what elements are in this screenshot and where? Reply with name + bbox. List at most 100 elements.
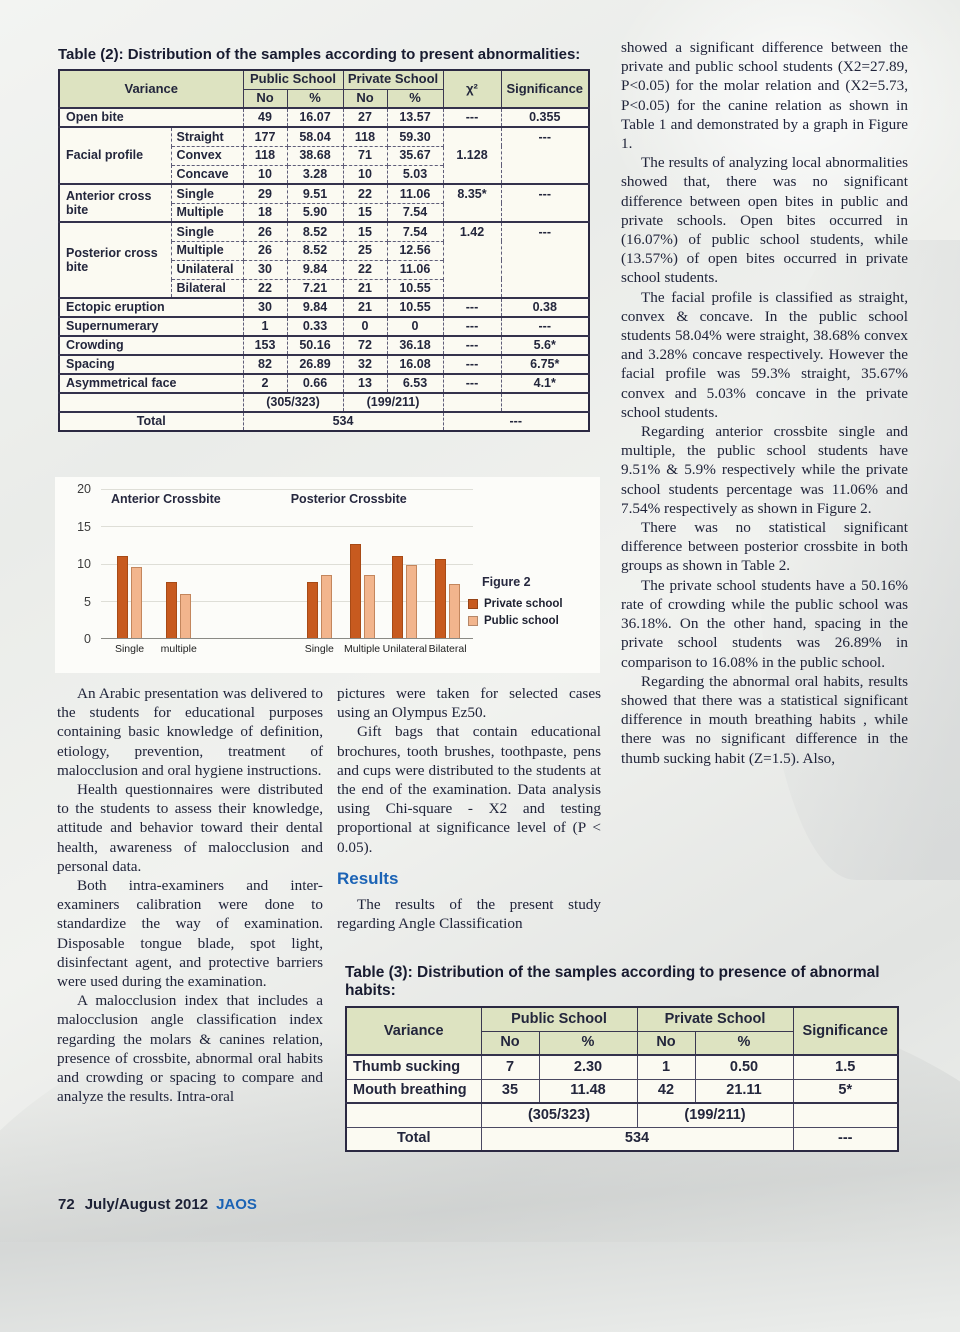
legend-item: Private school <box>468 598 592 610</box>
table-cell: 26 <box>242 221 288 242</box>
table-cell: Anterior cross bite <box>58 183 172 223</box>
table-cell: 71 <box>342 145 388 166</box>
table-cell: 0.38 <box>500 297 590 318</box>
legend-swatch <box>468 599 478 609</box>
header-cell: % <box>386 88 444 109</box>
table-cell: 7.54 <box>386 202 444 223</box>
table-cell: Supernumerary <box>58 316 244 337</box>
table-cell: 13.57 <box>386 107 444 128</box>
table-cell: 82 <box>242 354 288 375</box>
table-cell: 2 <box>242 373 288 394</box>
table-cell: 2.30 <box>538 1054 638 1080</box>
table-cell: 18 <box>242 202 288 223</box>
table-cell: 534 <box>242 411 444 432</box>
paragraph: There was no statistical significant dif… <box>621 519 908 575</box>
table-cell: 16.07 <box>286 107 344 128</box>
table-cell: 153 <box>242 335 288 356</box>
table-cell: Convex <box>170 145 244 166</box>
paragraph: The results of analyzing local abnormali… <box>621 154 908 287</box>
table-cell: 1 <box>636 1054 696 1080</box>
bar-pair <box>426 489 469 638</box>
table-cell: --- <box>500 316 590 337</box>
x-tick-label: Single <box>304 643 334 655</box>
table-cell: 26 <box>242 240 288 261</box>
table-cell: 15 <box>342 202 388 223</box>
table-cell: --- <box>500 221 590 299</box>
bar-pair <box>105 489 154 638</box>
header-cell: No <box>242 88 288 109</box>
table-cell: Multiple <box>170 202 244 223</box>
table-cell <box>58 392 244 413</box>
table-cell: 118 <box>242 145 288 166</box>
table-cell: 8.52 <box>286 240 344 261</box>
table-cell <box>442 392 502 413</box>
table2-title: Table (2): Distribution of the samples a… <box>58 46 581 63</box>
table-cell: Facial profile <box>58 126 172 185</box>
table-cell: (199/211) <box>636 1102 794 1128</box>
bar-public-school <box>320 574 332 638</box>
table-cell: 25 <box>342 240 388 261</box>
table-cell: 72 <box>342 335 388 356</box>
bar-public-school <box>180 594 192 638</box>
paragraph: Both intra-examiners and inter-examiners… <box>57 877 323 991</box>
paragraph: The facial profile is classified as stra… <box>621 288 908 421</box>
table-cell: Total <box>58 411 244 432</box>
legend-label: Public school <box>484 615 559 627</box>
bar-private-school <box>392 555 404 638</box>
header-cell: % <box>538 1030 638 1056</box>
table-cell: Open bite <box>58 107 244 128</box>
paragraph: Gift bags that contain educational broch… <box>337 723 601 856</box>
table-cell: 9.84 <box>286 297 344 318</box>
table-cell: 16.08 <box>386 354 444 375</box>
posterior-crossbite-group: Single Multiple Unilateral Bilateral <box>298 489 469 655</box>
table-cell: 8.52 <box>286 221 344 242</box>
table-cell: Total <box>345 1126 482 1152</box>
table-cell: (199/211) <box>342 392 444 413</box>
paragraph: Regarding the abnormal oral habits, resu… <box>621 672 908 767</box>
table-cell: 22 <box>242 278 288 299</box>
bar-pair <box>298 489 341 638</box>
table-cell: --- <box>442 354 502 375</box>
table-cell: 11.06 <box>386 259 444 280</box>
table-cell: 26.89 <box>286 354 344 375</box>
table3-section: Table (3): Distribution of the samples a… <box>345 964 910 1152</box>
table-cell: 30 <box>242 297 288 318</box>
chart-category: Single <box>105 489 154 655</box>
table-cell: 0.33 <box>286 316 344 337</box>
table-cell: 13 <box>342 373 388 394</box>
y-tick-label: 5 <box>84 594 91 609</box>
table-cell: 10.55 <box>386 297 444 318</box>
x-tick-label: Bilateral <box>428 643 467 655</box>
table-cell: 8.35* <box>442 183 502 223</box>
table-cell: 0 <box>342 316 388 337</box>
table-cell: Straight <box>170 126 244 147</box>
table-cell: --- <box>500 183 590 223</box>
bar-public-school <box>363 574 375 638</box>
table-cell: 50.16 <box>286 335 344 356</box>
table-cell: 1.5 <box>792 1054 899 1080</box>
paragraph: pictures were taken for selected cases u… <box>337 685 601 722</box>
paragraph: A malocclusion index that includes a mal… <box>57 992 323 1106</box>
legend-items: Private school Public school <box>468 598 592 627</box>
x-tick-label: Unilateral <box>382 643 428 655</box>
header-cell: Significance <box>500 69 590 109</box>
table-cell: 9.51 <box>286 183 344 204</box>
paragraph: Health questionnaires were distributed t… <box>57 781 323 875</box>
table-cell: 4.1* <box>500 373 590 394</box>
table-cell: 0.355 <box>500 107 590 128</box>
table-cell: --- <box>442 297 502 318</box>
table-cell: Mouth breathing <box>345 1078 482 1104</box>
header-cell: No <box>342 88 388 109</box>
table-cell: --- <box>442 107 502 128</box>
chart-category: Single <box>298 489 341 655</box>
table-cell: 11.06 <box>386 183 444 204</box>
bar-private-school <box>349 544 361 638</box>
figure2-chart: 20 15 10 5 0 Anterior Crossbite Posterior Cro… <box>55 477 600 673</box>
table-cell: 36.18 <box>386 335 444 356</box>
table-cell: 29 <box>242 183 288 204</box>
text-column-right: showed a significant difference between … <box>621 38 908 768</box>
table-cell: Crowding <box>58 335 244 356</box>
header-cell: Private School <box>636 1006 794 1032</box>
bar-pair <box>154 489 203 638</box>
table-cell: 30 <box>242 259 288 280</box>
